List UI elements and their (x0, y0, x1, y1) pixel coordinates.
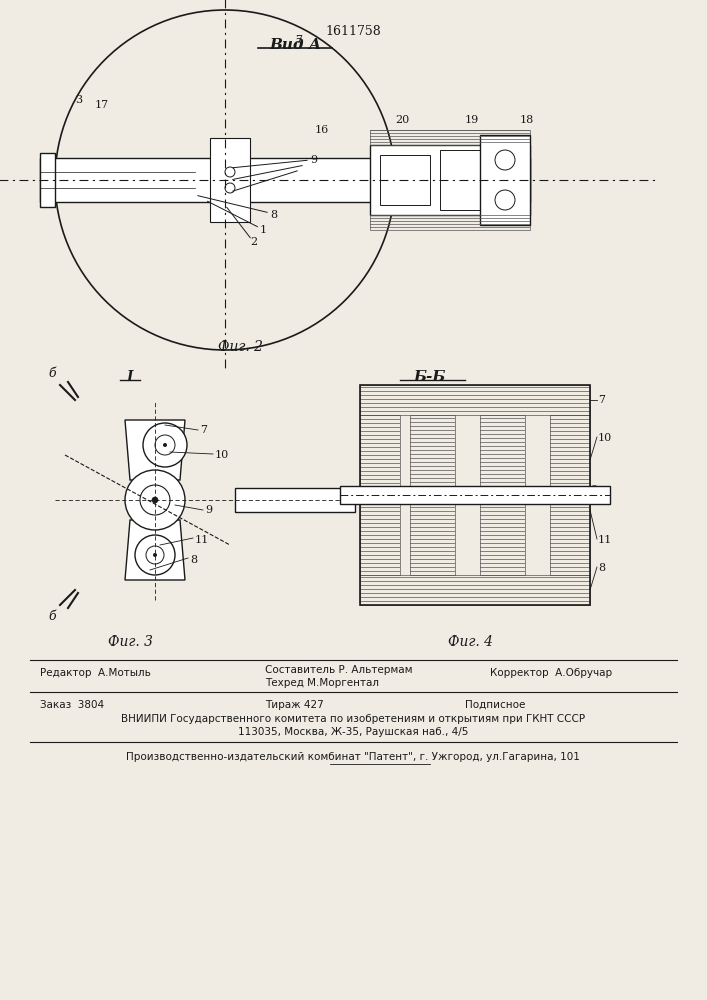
Bar (360, 385, 590, 605)
Bar (40, 153, 55, 207)
Text: Производственно-издательский комбинат "Патент", г. Ужгород, ул.Гагарина, 101: Производственно-издательский комбинат "П… (126, 752, 580, 762)
Text: 16: 16 (315, 125, 329, 135)
Text: 9: 9 (310, 155, 317, 165)
Text: I: I (127, 370, 133, 384)
Text: Составитель Р. Альтермам: Составитель Р. Альтермам (265, 665, 412, 675)
Text: 11: 11 (598, 535, 612, 545)
Text: 7: 7 (598, 395, 605, 405)
Bar (480, 135, 530, 225)
Text: 8: 8 (598, 563, 605, 573)
Text: 7: 7 (295, 35, 302, 45)
Text: Вид А: Вид А (269, 38, 321, 52)
Bar (40, 158, 530, 202)
Circle shape (153, 553, 157, 557)
Polygon shape (235, 488, 355, 512)
Text: Б-Б: Б-Б (414, 370, 446, 384)
Text: 1: 1 (260, 225, 267, 235)
Text: Заказ  3804: Заказ 3804 (40, 700, 104, 710)
Bar (380, 155, 430, 205)
Text: Редактор  А.Мотыль: Редактор А.Мотыль (40, 668, 151, 678)
Circle shape (163, 443, 167, 447)
Text: 3: 3 (75, 95, 82, 105)
Circle shape (140, 485, 170, 515)
Bar (340, 486, 610, 504)
Text: Тираж 427: Тираж 427 (265, 700, 324, 710)
Text: 9: 9 (205, 505, 212, 515)
Polygon shape (125, 520, 185, 580)
Text: 1611758: 1611758 (325, 25, 381, 38)
Text: Фиг. 3: Фиг. 3 (107, 635, 153, 649)
Polygon shape (125, 420, 185, 480)
Circle shape (135, 535, 175, 575)
Text: Фиг. 2: Фиг. 2 (218, 340, 262, 354)
Text: Фиг. 4: Фиг. 4 (448, 635, 493, 649)
Text: 20: 20 (395, 115, 409, 125)
Text: б: б (48, 367, 56, 380)
Text: 8: 8 (270, 210, 277, 220)
Circle shape (155, 435, 175, 455)
Text: 18: 18 (520, 115, 534, 125)
Text: 19: 19 (465, 115, 479, 125)
Text: Корректор  А.Обручар: Корректор А.Обручар (490, 668, 612, 678)
Text: 2: 2 (250, 237, 257, 247)
Circle shape (143, 423, 187, 467)
Circle shape (146, 546, 164, 564)
Text: Техред М.Моргентал: Техред М.Моргентал (265, 678, 379, 688)
Text: Подписное: Подписное (465, 700, 525, 710)
Text: 8: 8 (190, 555, 197, 565)
Bar (370, 145, 530, 215)
Text: 11: 11 (195, 535, 209, 545)
Text: ВНИИПИ Государственного комитета по изобретениям и открытиям при ГКНТ СССР: ВНИИПИ Государственного комитета по изоб… (121, 714, 585, 724)
Text: 9: 9 (590, 485, 597, 495)
Text: б: б (48, 610, 56, 623)
Circle shape (125, 470, 185, 530)
Text: 17: 17 (95, 100, 109, 110)
Text: 113035, Москва, Ж-35, Раушская наб., 4/5: 113035, Москва, Ж-35, Раушская наб., 4/5 (238, 727, 468, 737)
Bar (440, 150, 520, 210)
Text: 10: 10 (215, 450, 229, 460)
Text: 10: 10 (598, 433, 612, 443)
Circle shape (152, 497, 158, 503)
Bar (210, 138, 250, 222)
Text: 7: 7 (200, 425, 207, 435)
